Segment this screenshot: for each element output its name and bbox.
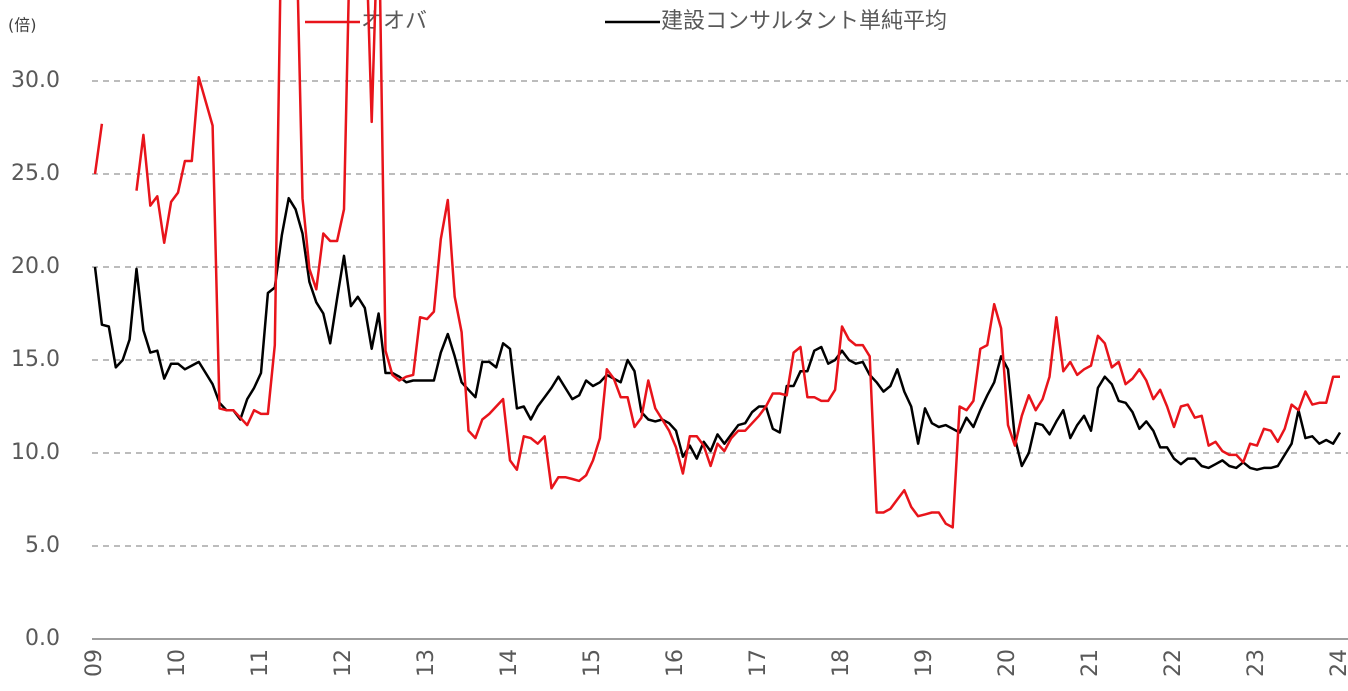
x-tick-label: 20 xyxy=(995,649,1020,677)
data-line xyxy=(93,0,1340,529)
x-tick-label: 15 xyxy=(580,649,605,677)
x-tick-label: 16 xyxy=(663,649,688,677)
x-tick-label: 11 xyxy=(248,649,273,677)
x-tick-label: 12 xyxy=(331,649,356,677)
x-tick-label: 24 xyxy=(1327,649,1348,677)
unit-label: (倍) xyxy=(8,16,37,35)
legend-label: オオバ xyxy=(361,9,427,34)
x-tick-label: 21 xyxy=(1078,649,1103,677)
x-tick-label: 22 xyxy=(1161,649,1186,677)
y-tick-label: 0.0 xyxy=(25,626,60,651)
data-line xyxy=(93,196,1342,471)
x-tick-label: 10 xyxy=(165,649,190,677)
x-tick-label: 13 xyxy=(414,649,439,677)
x-tick-label: 18 xyxy=(829,649,854,677)
legend-label: 建設コンサルタント単純平均 xyxy=(661,9,947,34)
x-tick-label: 23 xyxy=(1244,649,1269,677)
x-tick-label: 14 xyxy=(497,649,522,677)
y-tick-label: 15.0 xyxy=(11,347,60,372)
x-tick-label: 19 xyxy=(912,649,937,677)
y-tick-label: 25.0 xyxy=(11,161,60,186)
y-tick-label: 30.0 xyxy=(11,68,60,93)
y-tick-label: 20.0 xyxy=(11,254,60,279)
y-tick-label: 10.0 xyxy=(11,440,60,465)
x-tick-label: 17 xyxy=(746,649,771,677)
x-tick-label: 09 xyxy=(82,649,107,677)
y-tick-label: 5.0 xyxy=(25,533,60,558)
